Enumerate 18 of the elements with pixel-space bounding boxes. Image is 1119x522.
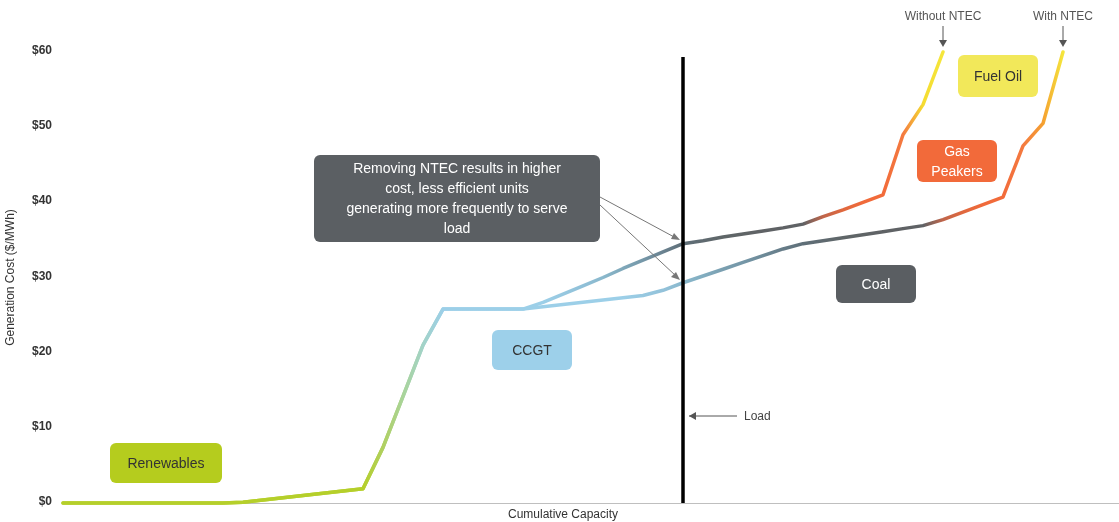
annotation: Removing NTEC results in higher cost, less efficient units generating more frequently to serve load: [346, 160, 568, 237]
annotation: Coal: [861, 275, 891, 292]
text: Without NTEC: [904, 9, 982, 23]
y-axis-title: Generation Cost ($/MWh): [3, 209, 17, 346]
annotation: Gas Peakers: [931, 142, 983, 179]
y-tick-label: $30: [31, 268, 53, 283]
y-tick-label: $10: [31, 418, 53, 433]
annotation: Fuel Oil: [973, 67, 1023, 84]
y-tick-label: $50: [31, 118, 53, 133]
y-tick-label: $60: [31, 43, 53, 57]
y-tick-label: $20: [31, 343, 53, 358]
annotation: Load: [744, 409, 771, 424]
y-tick-label: $0: [38, 494, 53, 508]
y-tick-label: $40: [31, 193, 53, 208]
annotation: CCGT: [512, 341, 553, 358]
text: With NTEC: [1033, 9, 1094, 23]
annotation: Renewables: [127, 454, 205, 471]
x-axis-title: Cumulative Capacity: [507, 507, 619, 521]
